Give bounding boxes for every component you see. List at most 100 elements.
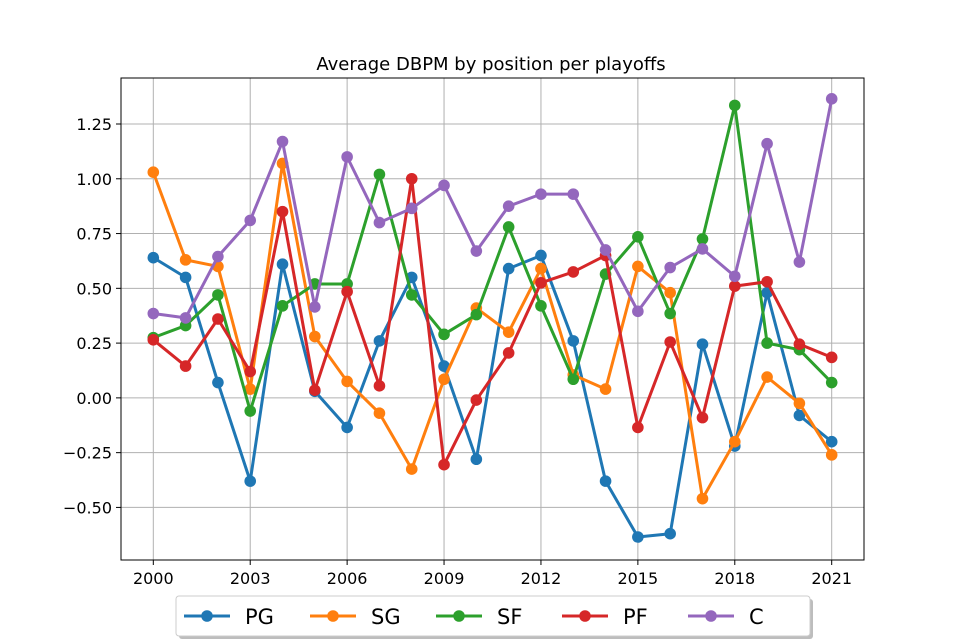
x-tick-label: 2012 <box>521 569 562 588</box>
data-point-sf <box>728 99 741 112</box>
x-tick-label: 2003 <box>230 569 271 588</box>
series-pf <box>147 172 838 471</box>
plot-frame <box>120 77 865 561</box>
data-point-sg <box>341 375 353 388</box>
y-tick-label: 0.50 <box>76 279 112 298</box>
data-point-sf <box>567 373 580 386</box>
data-point-c <box>373 216 386 229</box>
data-point-pf <box>535 277 547 289</box>
series-line-sg <box>151 161 833 501</box>
legend-marker-pg <box>201 610 213 622</box>
legend-label-pg: PG <box>245 605 274 629</box>
x-tick-label: 2006 <box>327 569 368 588</box>
legend-marker-sf <box>453 610 465 622</box>
data-point-c <box>470 245 483 257</box>
data-point-pg <box>212 376 224 389</box>
data-point-sf <box>373 168 386 181</box>
data-point-c <box>825 93 838 105</box>
data-point-c <box>761 137 773 150</box>
legend-label-pf: PF <box>623 605 648 629</box>
data-point-sf <box>244 405 257 417</box>
data-point-c <box>179 312 192 324</box>
series-c <box>147 93 838 324</box>
data-point-c <box>147 307 160 320</box>
data-point-c <box>696 243 709 255</box>
data-point-pg <box>696 338 709 350</box>
data-point-sg <box>632 260 644 273</box>
data-point-pg <box>599 475 612 487</box>
data-point-sf <box>761 337 773 349</box>
series-line-pg <box>152 253 833 539</box>
data-point-sf <box>502 221 515 233</box>
data-point-c <box>535 188 547 200</box>
y-tick-label: 0.75 <box>76 225 112 244</box>
data-point-pg <box>373 335 386 347</box>
data-point-sg <box>438 373 450 386</box>
data-point-pf <box>825 351 838 364</box>
data-point-c <box>212 250 224 263</box>
data-point-c <box>405 202 418 215</box>
data-point-pf <box>147 334 160 346</box>
series-pg <box>147 249 838 543</box>
data-point-pg <box>567 335 580 347</box>
data-point-sf <box>632 231 644 243</box>
data-point-sf <box>825 376 838 389</box>
data-point-pf <box>341 285 353 298</box>
x-tick-label: 2000 <box>133 569 174 588</box>
y-tick-label: 1.00 <box>76 170 112 189</box>
data-point-pg <box>535 249 547 262</box>
chart-title: Average DBPM by position per playoffs <box>316 54 665 75</box>
series-line-c <box>153 98 834 320</box>
data-point-pg <box>825 435 838 448</box>
data-point-c <box>567 188 580 200</box>
data-point-pf <box>761 275 773 288</box>
y-tick-label: 1.25 <box>76 115 112 134</box>
data-point-c <box>502 200 515 212</box>
data-point-sg <box>793 397 806 410</box>
x-tick-label: 2021 <box>811 569 852 588</box>
data-point-c <box>599 244 612 256</box>
data-point-pg <box>147 251 160 264</box>
data-point-sf <box>276 300 289 312</box>
data-point-sf <box>696 233 709 245</box>
data-point-c <box>793 256 806 268</box>
data-point-pf <box>632 421 644 434</box>
data-point-pg <box>664 527 676 540</box>
data-point-sf <box>405 289 418 301</box>
data-point-pg <box>470 453 483 466</box>
data-point-sf <box>535 300 547 312</box>
data-point-sg <box>664 286 676 299</box>
data-point-sf <box>470 308 483 321</box>
series-line-sf <box>152 103 833 413</box>
data-point-sg <box>599 383 612 395</box>
data-point-pf <box>212 313 224 325</box>
data-point-pf <box>470 394 483 406</box>
data-point-pg <box>793 409 806 422</box>
data-point-c <box>341 151 353 163</box>
legend-box <box>175 595 811 637</box>
data-point-pf <box>728 280 741 292</box>
data-point-c <box>276 135 289 148</box>
data-point-pg <box>244 475 257 487</box>
data-point-c <box>728 270 741 283</box>
data-point-pf <box>664 336 676 348</box>
data-point-sg <box>179 254 192 266</box>
data-point-pg <box>632 531 644 543</box>
data-point-pg <box>341 421 353 434</box>
data-point-sg <box>244 383 257 395</box>
data-point-pf <box>438 458 450 471</box>
data-point-pg <box>502 262 515 275</box>
data-point-sf <box>212 289 224 301</box>
grid <box>121 78 864 560</box>
data-point-sg <box>373 407 386 420</box>
x-tick-label: 2009 <box>424 569 465 588</box>
data-point-sg <box>405 463 418 475</box>
data-point-sg <box>309 330 321 343</box>
legend-marker-pf <box>579 610 591 622</box>
data-point-pf <box>793 338 806 350</box>
x-tick-label: 2018 <box>714 569 755 588</box>
data-point-pf <box>309 384 321 397</box>
data-point-sg <box>147 166 160 179</box>
